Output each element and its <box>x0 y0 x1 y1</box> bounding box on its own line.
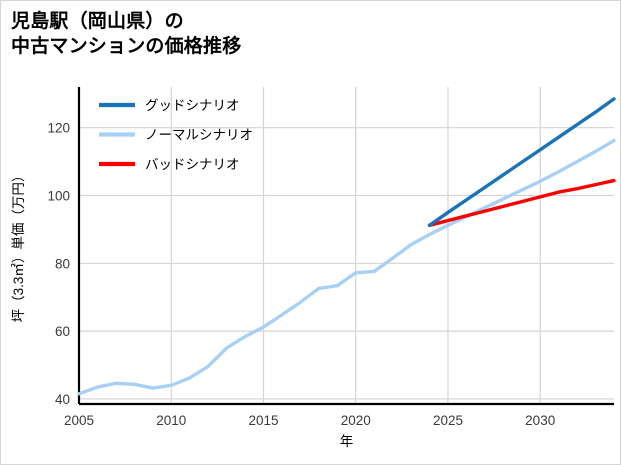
x-tick-label: 2005 <box>64 413 94 428</box>
y-tick-label: 100 <box>47 188 70 203</box>
chart-title-line-2: 中古マンションの価格推移 <box>11 36 242 58</box>
axis-lines <box>77 87 614 406</box>
x-tick-label: 2020 <box>341 413 371 428</box>
gridlines <box>79 87 614 404</box>
series-line <box>427 97 616 228</box>
y-tick-label: 60 <box>55 324 70 339</box>
axis-tick-labels: 40 60 80 100 120 2005 2010 2015 2020 2025 2030 <box>47 121 555 428</box>
y-axis-title: 坪（3.3㎡）単価（万円） <box>11 169 26 323</box>
chart-title-line-1: 児島駅（岡山県）の <box>11 11 184 32</box>
x-tick-label: 2015 <box>248 413 278 428</box>
legend-label: グッドシナリオ <box>145 98 240 113</box>
series-lines <box>77 97 616 396</box>
legend-label: ノーマルシナリオ <box>145 128 253 143</box>
x-tick-label: 2025 <box>433 413 463 428</box>
series-line <box>77 138 616 396</box>
y-tick-label: 80 <box>55 256 70 271</box>
x-tick-label: 2030 <box>525 413 555 428</box>
axis-titles: 年 坪（3.3㎡）単価（万円） <box>11 169 353 449</box>
legend-label: バッドシナリオ <box>145 157 240 172</box>
chart-title: 児島駅（岡山県）の 中古マンションの価格推移 <box>11 9 611 59</box>
series-line <box>427 178 616 228</box>
x-axis-title: 年 <box>340 434 354 449</box>
x-tick-label: 2010 <box>156 413 186 428</box>
y-tick-label: 40 <box>55 392 70 407</box>
y-tick-label: 120 <box>47 121 70 136</box>
